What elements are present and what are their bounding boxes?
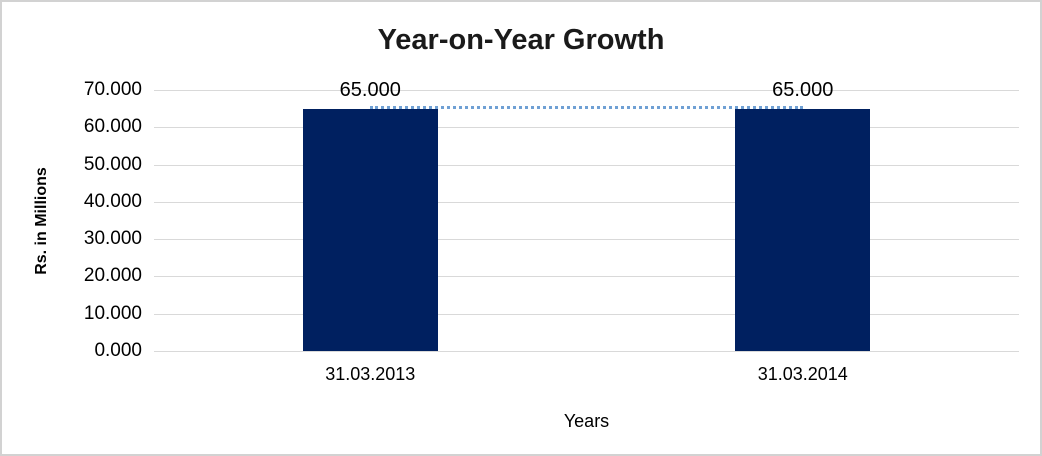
bar-31.03.2013: [302, 108, 438, 351]
chart-title: Year-on-Year Growth: [377, 24, 665, 56]
gridline: [154, 201, 1019, 203]
y-tick-label: 10.000: [83, 302, 142, 324]
y-tick-label: 50.000: [83, 153, 142, 175]
bar-data-label: 65.000: [772, 78, 834, 101]
bar-data-label: 65.000: [339, 78, 401, 101]
x-category-label: 31.03.2013: [325, 364, 416, 384]
gridline: [154, 276, 1019, 278]
gridline: [154, 127, 1019, 129]
y-tick-label: 60.000: [83, 116, 142, 138]
x-category-label: 31.03.2014: [757, 364, 848, 384]
gridline: [154, 164, 1019, 166]
gridline: [154, 239, 1019, 241]
trend-dotted-line: [370, 105, 803, 109]
gridline: [154, 90, 1019, 91]
y-tick-label: 30.000: [83, 228, 142, 250]
y-axis-title: Rs. in Millions: [33, 166, 50, 275]
y-tick-label: 20.000: [83, 265, 142, 287]
y-tick-label: 70.000: [83, 79, 142, 100]
gridline: [154, 351, 1019, 352]
bar-31.03.2014: [735, 108, 871, 351]
y-tick-label: 40.000: [83, 190, 142, 212]
y-tick-label: 0.000: [94, 340, 142, 361]
x-axis-title: Years: [563, 411, 610, 431]
gridline: [154, 313, 1019, 315]
